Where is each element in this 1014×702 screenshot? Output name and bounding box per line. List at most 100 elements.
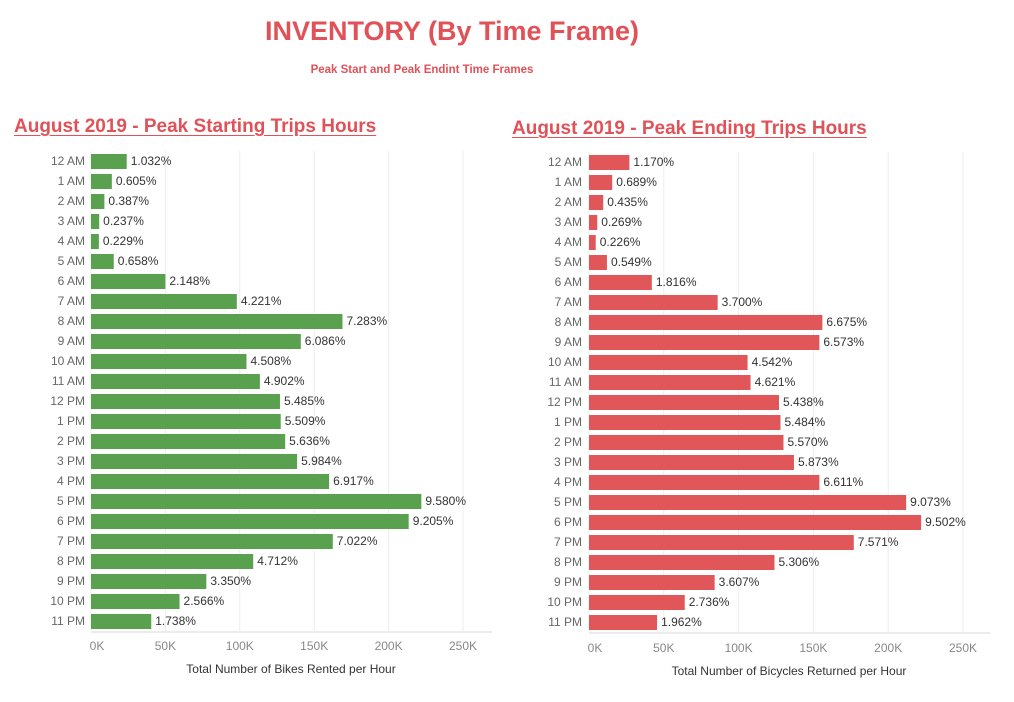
category-label: 1 PM (57, 414, 85, 428)
bar[interactable] (91, 494, 422, 509)
category-label: 10 PM (50, 594, 85, 608)
category-label: 10 AM (51, 354, 85, 368)
data-label: 0.605% (116, 174, 157, 188)
data-label: 2.566% (184, 594, 225, 608)
bar[interactable] (589, 155, 630, 170)
bar[interactable] (91, 214, 100, 229)
page-title: INVENTORY (By Time Frame) (264, 16, 640, 46)
tick-label: 100K (226, 639, 254, 653)
bar[interactable] (589, 535, 854, 550)
bar[interactable] (91, 394, 280, 409)
bar[interactable] (589, 515, 922, 530)
bar[interactable] (589, 595, 685, 610)
category-label: 11 PM (51, 614, 85, 628)
bar[interactable] (589, 175, 613, 190)
data-label: 4.508% (250, 354, 291, 368)
bar[interactable] (589, 335, 820, 350)
bar[interactable] (91, 374, 260, 389)
category-label: 3 AM (555, 215, 582, 229)
category-label: 5 PM (554, 495, 582, 509)
bar[interactable] (91, 514, 409, 529)
bar[interactable] (589, 315, 823, 330)
category-label: 9 AM (58, 334, 85, 348)
bar[interactable] (589, 215, 598, 230)
data-label: 5.485% (284, 394, 325, 408)
data-label: 0.387% (108, 194, 149, 208)
chart-starting-trips: 12 AM 1.032% 1 AM 0.605% 2 AM 0.387% 3 AM 0.237… (50, 151, 492, 676)
tick-label: 200K (874, 641, 902, 655)
bar[interactable] (91, 154, 127, 169)
data-label: 5.636% (289, 434, 330, 448)
category-label: 5 AM (555, 255, 582, 269)
bar[interactable] (589, 355, 748, 370)
bar[interactable] (91, 434, 286, 449)
data-label: 1.032% (131, 154, 172, 168)
tick-label: 150K (799, 641, 827, 655)
bar[interactable] (589, 435, 784, 450)
bar[interactable] (91, 194, 105, 209)
bar[interactable] (91, 274, 166, 289)
bar[interactable] (589, 275, 652, 290)
data-label: 0.226% (600, 235, 641, 249)
bar[interactable] (589, 555, 775, 570)
bar[interactable] (91, 594, 180, 609)
data-label: 2.736% (689, 595, 730, 609)
bar[interactable] (91, 234, 99, 249)
bar[interactable] (91, 574, 207, 589)
category-label: 2 PM (554, 435, 582, 449)
tick-label: 0K (90, 639, 105, 653)
chart-ending-trips: 12 AM 1.170% 1 AM 0.689% 2 AM 0.435% 3 AM 0.269… (547, 152, 990, 678)
bar[interactable] (91, 454, 298, 469)
bar[interactable] (589, 395, 779, 410)
data-label: 1.962% (661, 615, 702, 629)
bar[interactable] (91, 474, 330, 489)
data-label: 1.170% (633, 155, 674, 169)
data-label: 9.073% (910, 495, 951, 509)
category-label: 5 PM (57, 494, 85, 508)
bar[interactable] (589, 475, 820, 490)
bar[interactable] (589, 375, 751, 390)
bar[interactable] (91, 534, 333, 549)
bar[interactable] (91, 334, 301, 349)
category-label: 3 AM (58, 214, 85, 228)
data-label: 6.611% (823, 475, 863, 489)
data-label: 7.571% (858, 535, 899, 549)
bar[interactable] (91, 294, 237, 309)
bar[interactable] (91, 254, 114, 269)
bar[interactable] (91, 554, 254, 569)
bar[interactable] (91, 314, 343, 329)
category-label: 10 AM (548, 355, 582, 369)
bar[interactable] (589, 255, 607, 270)
category-label: 12 AM (51, 154, 85, 168)
category-label: 10 PM (547, 595, 582, 609)
bar[interactable] (589, 235, 596, 250)
category-label: 9 PM (554, 575, 582, 589)
data-label: 3.607% (719, 575, 760, 589)
category-label: 3 PM (57, 454, 85, 468)
data-label: 3.700% (722, 295, 763, 309)
data-label: 6.086% (305, 334, 346, 348)
bar[interactable] (91, 414, 281, 429)
category-label: 7 PM (57, 534, 85, 548)
category-label: 3 PM (554, 455, 582, 469)
bar[interactable] (589, 455, 794, 470)
bar[interactable] (91, 614, 152, 629)
bar[interactable] (589, 195, 604, 210)
tick-label: 250K (449, 639, 477, 653)
bar[interactable] (91, 174, 112, 189)
data-label: 5.984% (301, 454, 342, 468)
bar[interactable] (589, 295, 718, 310)
bar[interactable] (589, 415, 781, 430)
bar[interactable] (91, 354, 247, 369)
data-label: 4.902% (264, 374, 305, 388)
tick-label: 50K (155, 639, 176, 653)
data-label: 9.580% (425, 494, 466, 508)
category-label: 11 AM (52, 374, 85, 388)
bar[interactable] (589, 575, 715, 590)
tick-label: 200K (375, 639, 403, 653)
data-label: 6.675% (826, 315, 867, 329)
category-label: 11 AM (549, 375, 582, 389)
bar[interactable] (589, 615, 658, 630)
bar[interactable] (589, 495, 907, 510)
data-label: 4.712% (257, 554, 298, 568)
